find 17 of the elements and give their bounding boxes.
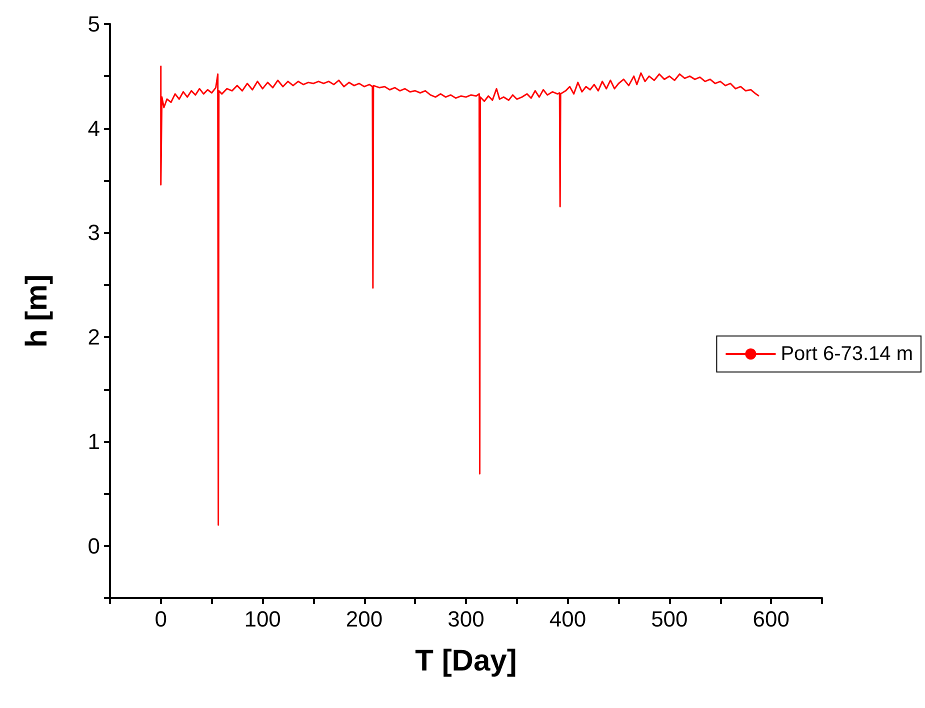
y-tick-label: 0 <box>88 533 100 558</box>
x-tick-label: 400 <box>549 606 586 632</box>
y-tick-label: 2 <box>88 324 100 350</box>
y-axis-title: h [m] <box>20 274 54 348</box>
x-tick-label: 600 <box>752 606 790 632</box>
line-series <box>160 64 760 526</box>
y-tick-label: 1 <box>88 428 100 454</box>
x-tick-label: 500 <box>651 606 688 632</box>
x-tick-label: 200 <box>346 606 383 632</box>
legend-label: Port 6-73.14 m <box>780 343 914 365</box>
x-axis-title: T [Day] <box>415 644 517 678</box>
y-tick-label: 4 <box>88 116 100 141</box>
y-tick-label: 3 <box>88 220 100 246</box>
x-tick-label: 300 <box>448 606 484 632</box>
x-tick-label: 100 <box>244 606 281 632</box>
x-tick-label: 0 <box>154 606 167 632</box>
y-tick-label: 5 <box>88 12 100 36</box>
